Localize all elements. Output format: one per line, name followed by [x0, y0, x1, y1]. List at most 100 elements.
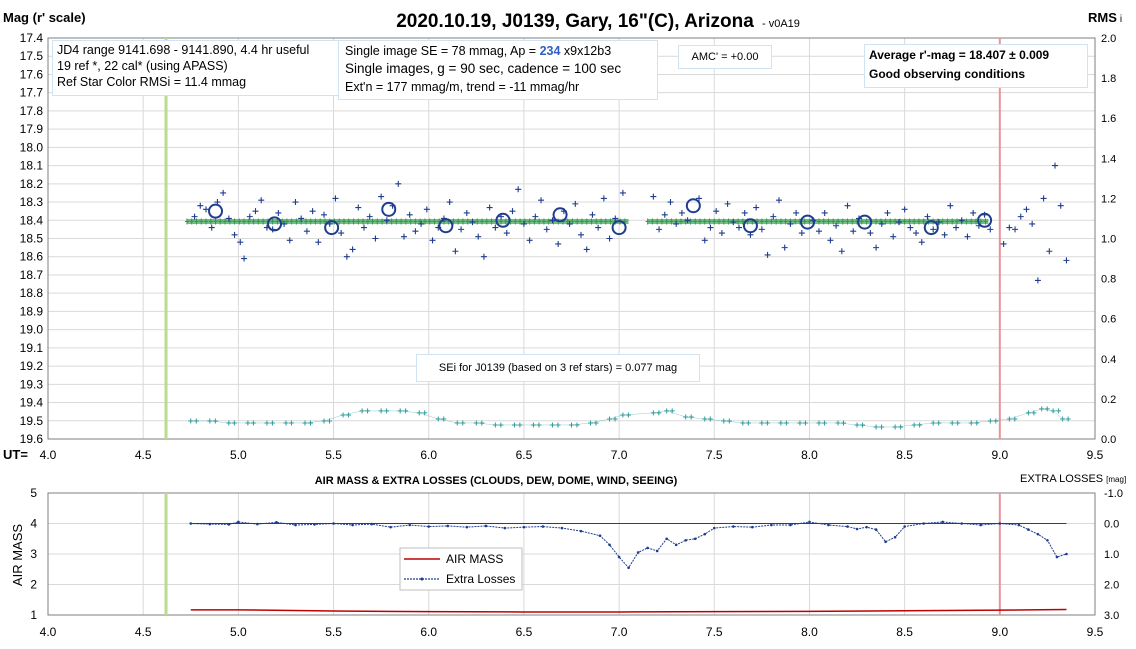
average-mark — [969, 218, 974, 225]
single-point — [707, 224, 714, 231]
x-axis-prefix: UT= — [3, 447, 28, 462]
average-mark — [850, 218, 855, 225]
single-point — [606, 235, 613, 242]
single-point — [469, 219, 476, 226]
y2-tick-label: 1.2 — [1101, 193, 1116, 205]
single-point — [309, 208, 316, 215]
average-mark — [318, 218, 323, 225]
binned-point — [685, 198, 701, 214]
single-point — [532, 213, 539, 220]
average-mark — [845, 218, 850, 225]
average-mark — [308, 218, 313, 225]
average-mark — [599, 218, 604, 225]
single-point — [1046, 248, 1053, 255]
single-point — [753, 204, 760, 211]
average-mark — [422, 218, 427, 225]
single-point — [395, 180, 402, 187]
x-tick-label: 6.0 — [420, 448, 437, 462]
rms-point — [1060, 416, 1066, 422]
single-point — [1034, 277, 1041, 284]
extra-losses-point — [227, 523, 231, 526]
single-point — [208, 224, 215, 231]
single-point — [770, 213, 777, 220]
average-mark — [484, 218, 489, 225]
single-point — [349, 246, 356, 253]
average-mark — [518, 218, 523, 225]
binned-point — [800, 214, 816, 230]
extra-losses-point — [332, 522, 335, 525]
rms-point — [307, 420, 313, 426]
extra-losses-point — [884, 540, 887, 544]
y2-axis-label: RMS i — [1088, 10, 1122, 25]
y-tick-label: 19.5 — [20, 414, 44, 428]
single-point — [1000, 240, 1007, 247]
binned-point — [611, 220, 627, 236]
single-point — [600, 195, 607, 202]
bottom-legend — [399, 547, 523, 591]
average-mark — [237, 218, 242, 225]
single-point — [758, 226, 765, 233]
average-mark — [451, 218, 456, 225]
y-tick-label: 18.6 — [20, 250, 44, 264]
single-point — [1012, 226, 1019, 233]
rms-point — [403, 408, 409, 414]
extra-losses-point — [903, 525, 906, 528]
average-mark — [303, 218, 308, 225]
average-mark — [294, 218, 299, 225]
single-point — [612, 215, 619, 222]
average-mark — [242, 218, 247, 225]
single-point — [696, 195, 703, 202]
bottom-x-tick-label: 9.0 — [991, 625, 1008, 639]
average-mark — [184, 218, 189, 225]
extra-losses-point — [703, 532, 707, 536]
average-mark — [218, 218, 223, 225]
single-point — [338, 230, 345, 237]
average-mark — [532, 218, 537, 225]
single-point — [650, 193, 657, 200]
single-point — [503, 230, 510, 237]
average-mark — [678, 218, 683, 225]
y2-tick-label: 0.6 — [1101, 314, 1116, 326]
average-mark — [223, 218, 228, 225]
info-box-left: JD4 range 9141.698 - 9141.890, 4.4 hr us… — [52, 40, 344, 96]
extra-losses-point — [294, 523, 297, 527]
bottom-x-tick-label: 7.5 — [706, 625, 723, 639]
info-mid-line-1-pre: Single image SE = 78 mmag, Ap = — [345, 44, 540, 58]
x-tick-label: 8.0 — [801, 448, 818, 462]
bottom-x-tick-label: 5.5 — [325, 625, 342, 639]
single-point — [775, 197, 782, 204]
single-point — [343, 253, 350, 260]
single-point — [958, 217, 965, 224]
single-point — [935, 219, 942, 226]
info-box-mid: Single image SE = 78 mmag, Ap = 234 x9x1… — [338, 40, 658, 100]
single-point — [298, 215, 305, 222]
rms-point — [625, 412, 631, 418]
average-mark — [726, 218, 731, 225]
average-mark — [945, 218, 950, 225]
rms-point — [707, 416, 713, 422]
extra-losses-point — [208, 522, 212, 526]
y-axis-label: Mag (r' scale) — [3, 10, 86, 25]
single-point — [366, 213, 373, 220]
average-mark — [717, 218, 722, 225]
single-point — [684, 217, 691, 224]
single-point — [798, 230, 805, 237]
rms-point — [841, 420, 847, 426]
average-mark — [403, 218, 408, 225]
average-mark — [465, 218, 470, 225]
single-point — [286, 237, 293, 244]
extra-losses-point — [1036, 532, 1040, 536]
single-point — [713, 208, 720, 215]
average-mark — [702, 218, 707, 225]
y2-tick-label: 1.0 — [1101, 234, 1116, 246]
single-point — [901, 206, 908, 213]
average-mark — [232, 218, 237, 225]
average-mark — [456, 218, 461, 225]
y-tick-label: 17.9 — [20, 122, 44, 136]
bottom-y2-tick-label: 0.0 — [1104, 519, 1119, 531]
average-mark — [584, 218, 589, 225]
average-mark — [579, 218, 584, 225]
single-point — [970, 209, 977, 216]
single-point — [555, 240, 562, 247]
average-mark — [427, 218, 432, 225]
